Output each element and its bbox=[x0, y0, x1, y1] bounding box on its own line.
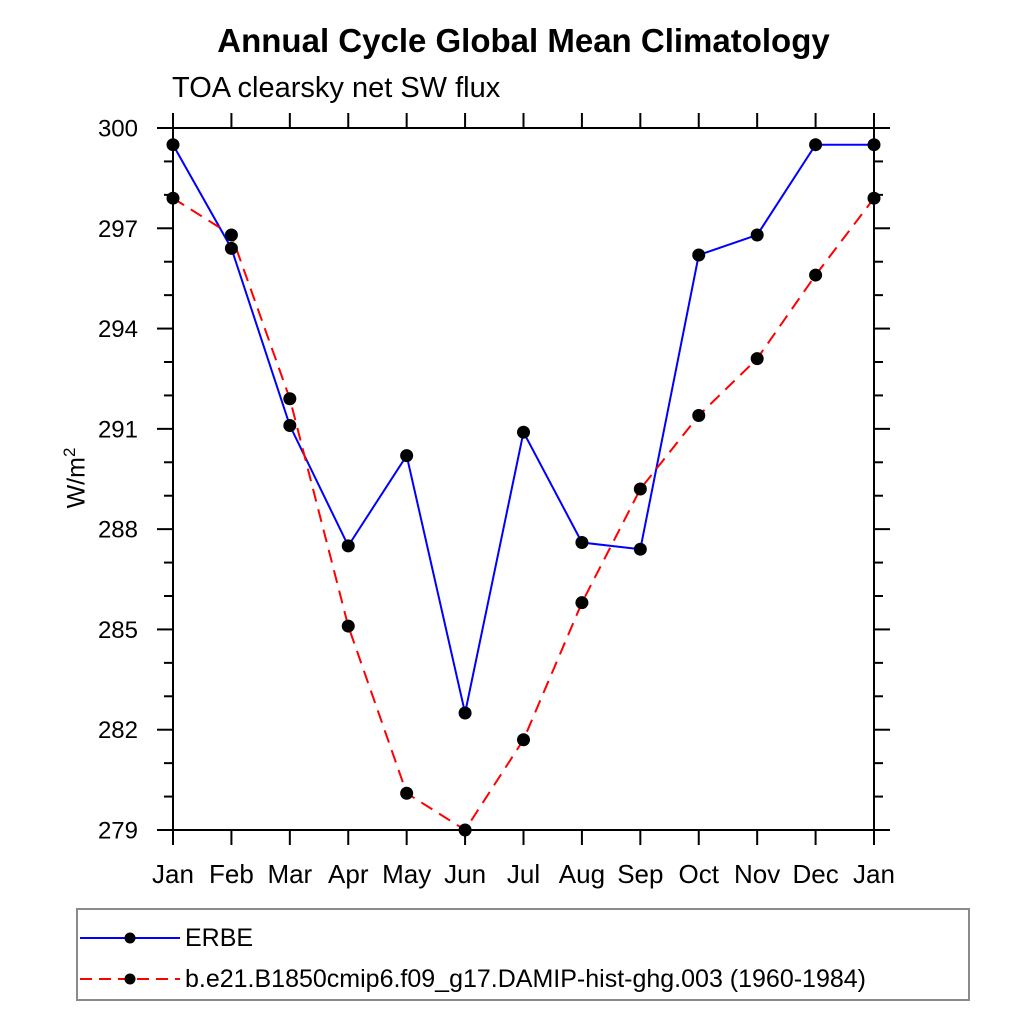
legend-label: b.e21.B1850cmip6.f09_g17.DAMIP-hist-ghg.… bbox=[185, 964, 866, 993]
data-point-marker bbox=[633, 542, 647, 556]
data-point-marker bbox=[283, 392, 297, 406]
legend-label: ERBE bbox=[185, 923, 254, 952]
y-tick-label: 294 bbox=[98, 316, 138, 343]
legend-item-erbe: ERBE bbox=[78, 921, 253, 955]
data-point-marker bbox=[224, 241, 238, 255]
y-tick-label: 285 bbox=[98, 617, 138, 644]
x-tick-label: Apr bbox=[328, 859, 369, 889]
data-point-marker bbox=[341, 539, 355, 553]
data-point-marker bbox=[517, 425, 530, 439]
data-point-marker bbox=[692, 248, 706, 262]
axis-box bbox=[172, 127, 875, 831]
legend-marker-dot bbox=[124, 973, 136, 985]
data-point-marker bbox=[458, 706, 472, 720]
chart-title: Annual Cycle Global Mean Climatology bbox=[217, 22, 830, 59]
data-point-marker bbox=[809, 138, 823, 152]
y-tick-label: 300 bbox=[98, 116, 138, 143]
y-tick-label: 297 bbox=[98, 216, 138, 243]
data-point-marker bbox=[166, 191, 180, 205]
data-point-marker bbox=[283, 419, 297, 433]
legend-line-sample-erbe bbox=[80, 932, 180, 944]
y-tick-label: 288 bbox=[98, 517, 138, 544]
legend-line-sample-model bbox=[80, 973, 180, 985]
data-point-marker bbox=[400, 449, 414, 463]
y-tick-label: 291 bbox=[98, 416, 138, 443]
x-tick-label: Oct bbox=[679, 859, 720, 889]
data-point-marker bbox=[867, 191, 881, 205]
legend-marker-dot bbox=[124, 932, 136, 944]
legend-item-model: b.e21.B1850cmip6.f09_g17.DAMIP-hist-ghg.… bbox=[78, 962, 866, 996]
x-tick-label: Jun bbox=[444, 859, 486, 889]
data-point-marker bbox=[517, 733, 530, 747]
x-tick-label: Dec bbox=[792, 859, 838, 889]
y-tick-label: 279 bbox=[98, 818, 138, 845]
data-point-marker bbox=[575, 536, 589, 550]
data-point-marker bbox=[692, 408, 706, 422]
legend: ERBE b.e21.B1850cmip6.f09_g17.DAMIP-hist… bbox=[76, 908, 970, 1001]
x-tick-label: Nov bbox=[734, 859, 780, 889]
y-tick-label: 282 bbox=[98, 717, 138, 744]
data-point-marker bbox=[633, 482, 647, 496]
data-point-marker bbox=[166, 138, 180, 152]
x-tick-label: May bbox=[382, 859, 431, 889]
x-tick-label: Jan bbox=[853, 859, 895, 889]
x-tick-label: Jan bbox=[152, 859, 194, 889]
data-point-marker bbox=[224, 228, 238, 242]
x-tick-label: Aug bbox=[559, 859, 605, 889]
x-tick-label: Jul bbox=[507, 859, 540, 889]
data-point-marker bbox=[750, 352, 764, 366]
data-point-marker bbox=[458, 823, 472, 837]
data-point-marker bbox=[750, 228, 764, 242]
data-point-marker bbox=[809, 268, 823, 282]
chart-subtitle: TOA clearsky net SW flux bbox=[172, 72, 501, 104]
x-tick-label: Mar bbox=[267, 859, 312, 889]
data-point-marker bbox=[867, 138, 881, 152]
data-point-marker bbox=[341, 619, 355, 633]
data-point-marker bbox=[575, 596, 589, 610]
x-tick-label: Sep bbox=[617, 859, 663, 889]
data-point-marker bbox=[400, 786, 414, 800]
x-tick-label: Feb bbox=[209, 859, 254, 889]
